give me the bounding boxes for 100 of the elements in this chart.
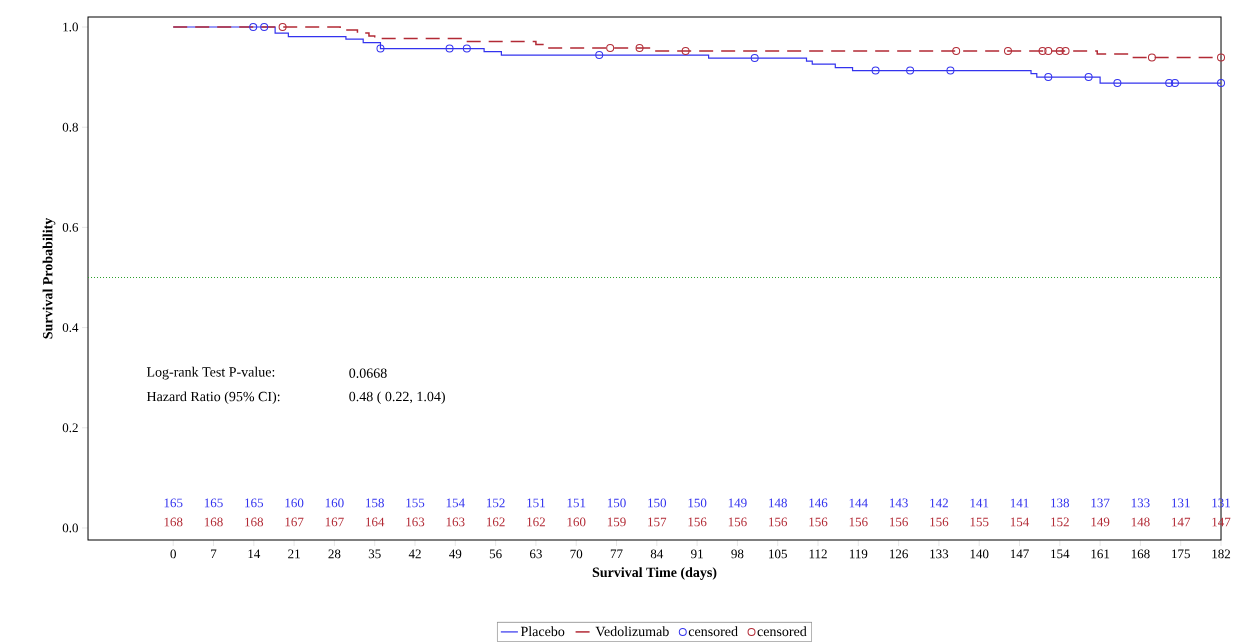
legend-label: Vedolizumab [595, 626, 669, 637]
annotation: 162 [487, 517, 505, 527]
point [1147, 53, 1156, 62]
annotation: 0.48 ( 0.22, 1.04) [349, 391, 445, 405]
annotation: 137 [1091, 498, 1110, 508]
x-tick-label: 14 [248, 549, 261, 559]
point [681, 47, 690, 56]
annotation: 131 [1172, 498, 1190, 508]
point [249, 23, 258, 32]
annotation: 165 [245, 498, 264, 508]
y-tick-label: 0.8 [62, 122, 78, 132]
y-tick-label: 0.4 [62, 323, 79, 333]
annotation: 168 [204, 517, 223, 527]
x-tick-label: 21 [288, 549, 300, 559]
annotation: 165 [164, 498, 183, 508]
annotation: 155 [970, 517, 989, 527]
point [1061, 47, 1070, 56]
x-tick-label: 70 [570, 549, 583, 559]
point [635, 44, 644, 53]
legend-label: censored [688, 626, 738, 637]
annotation: 156 [769, 517, 788, 527]
annotation: 150 [648, 498, 667, 508]
point [595, 51, 604, 60]
x-tick-label: 161 [1091, 549, 1110, 559]
annotation: 147 [1172, 517, 1191, 527]
y-tick-label: 0.2 [62, 423, 78, 433]
point [871, 66, 880, 75]
x-tick-label: 133 [930, 549, 949, 559]
point [906, 66, 915, 75]
x-tick-label: 35 [368, 549, 381, 559]
point [1038, 47, 1047, 56]
x-tick-label: 42 [408, 549, 421, 559]
annotation: 138 [1051, 498, 1070, 508]
annotation: 156 [809, 517, 828, 527]
x-axis-title: Survival Time (days) [592, 567, 717, 581]
point [1055, 47, 1064, 56]
annotation: 143 [890, 498, 908, 508]
annotation: 150 [607, 498, 626, 508]
y-tick-label: 0.6 [62, 223, 79, 232]
point [1084, 73, 1093, 82]
annotation: 0.0668 [349, 368, 387, 379]
annotation: 146 [809, 498, 828, 508]
x-tick-label: 63 [529, 549, 542, 559]
x-tick-label: 7 [211, 549, 217, 559]
x-tick-label: 98 [731, 549, 744, 559]
point [1044, 47, 1053, 56]
annotation: 152 [487, 498, 505, 508]
x-tick-label: 175 [1172, 549, 1190, 559]
annotation: 152 [1051, 517, 1069, 527]
point [1170, 79, 1179, 88]
point [1044, 73, 1053, 82]
point [376, 44, 385, 53]
annotation: 167 [325, 517, 344, 527]
annotation: 156 [890, 517, 908, 527]
point [260, 23, 269, 32]
annotation: 164 [366, 517, 385, 527]
point [462, 44, 471, 53]
legend-label: Placebo [520, 626, 565, 637]
annotation: 160 [285, 498, 304, 508]
y-axis-title: Survival Probability [42, 218, 56, 339]
point [606, 44, 615, 53]
annotation: 168 [164, 517, 183, 527]
x-tick-label: 140 [970, 549, 989, 559]
annotation: 156 [688, 517, 707, 527]
x-tick-label: 154 [1051, 549, 1070, 559]
annotation: 154 [1010, 517, 1030, 527]
annotation: 160 [567, 517, 586, 527]
annotation: 149 [1091, 517, 1110, 527]
annotation: 133 [1131, 498, 1150, 508]
x-tick-label: 49 [449, 549, 462, 559]
annotation: 148 [1131, 517, 1150, 527]
annotation: Hazard Ratio (95% CI): [146, 391, 280, 405]
annotation: 156 [930, 517, 949, 527]
annotation: 151 [567, 498, 586, 508]
y-tick-label: 1.0 [63, 22, 78, 32]
annotation: 162 [527, 517, 545, 527]
point [1217, 53, 1226, 62]
annotation: 168 [245, 517, 264, 527]
x-tick-label: 91 [691, 549, 703, 559]
x-tick-label: 112 [809, 549, 827, 559]
x-tick-label: 119 [849, 549, 868, 559]
annotation: 163 [406, 517, 425, 527]
annotation: 141 [970, 498, 989, 508]
point [445, 44, 454, 53]
x-tick-label: 147 [1010, 549, 1029, 559]
point [946, 66, 955, 75]
annotation: 150 [688, 498, 707, 508]
annotation: 148 [769, 498, 787, 508]
x-tick-label: 126 [890, 549, 908, 559]
point [1165, 79, 1174, 88]
annotation: 141 [1010, 498, 1029, 508]
annotation: 151 [527, 498, 545, 508]
annotation: 144 [849, 498, 868, 508]
annotation: 154 [446, 498, 465, 508]
annotation: 158 [366, 498, 384, 508]
x-tick-label: 0 [170, 549, 176, 559]
point [1113, 79, 1122, 88]
legend-label: censored [757, 626, 807, 637]
annotation: 156 [849, 517, 868, 527]
annotation: 149 [728, 498, 747, 508]
